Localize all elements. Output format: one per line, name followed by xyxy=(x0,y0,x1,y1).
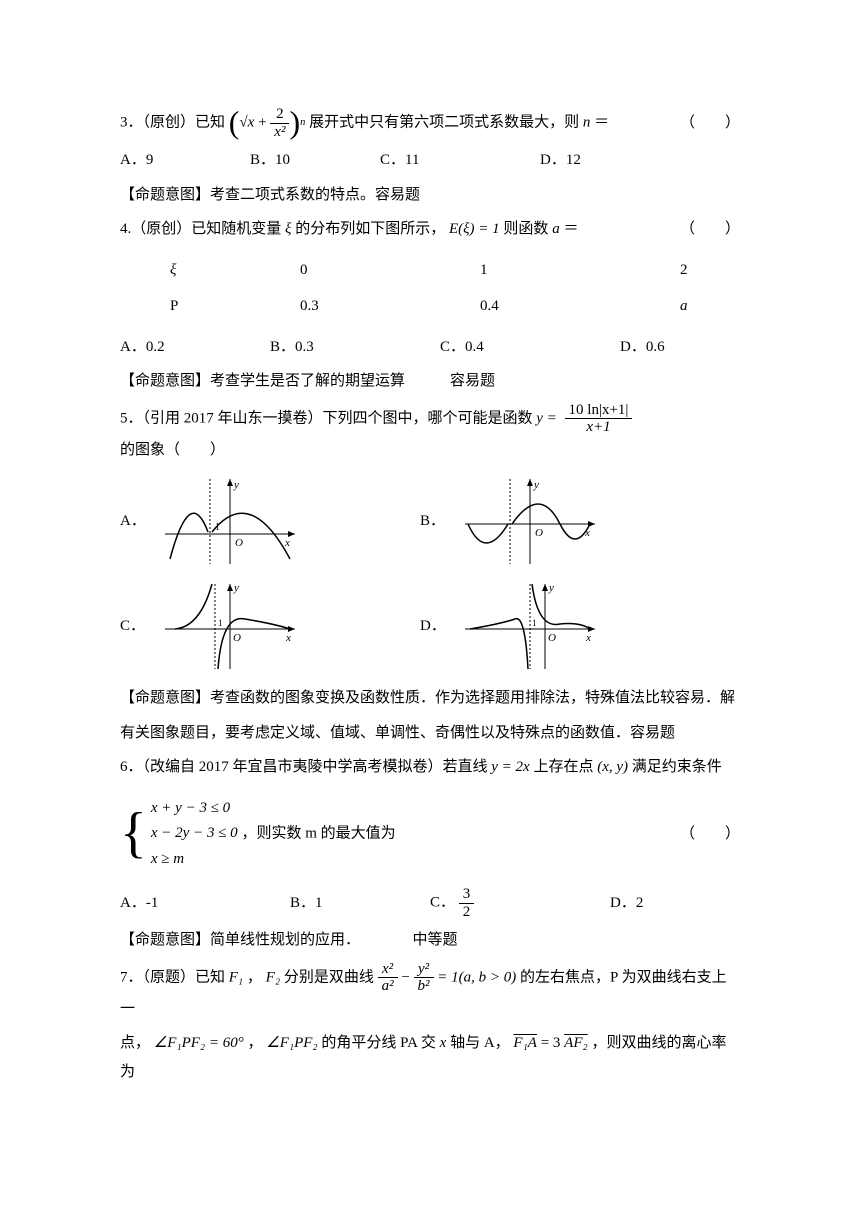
svg-text:y: y xyxy=(233,479,239,491)
svg-text:x: x xyxy=(585,632,591,644)
svg-text:y: y xyxy=(533,479,539,491)
dist-xi: ξ xyxy=(170,256,300,285)
q6-note: 【命题意图】简单线性规划的应用． 中等题 xyxy=(120,926,740,955)
q3-tail: 展开式中只有第六项二项式系数最大，则 xyxy=(309,114,579,130)
q5-note1: 【命题意图】考查函数的图象变换及函数性质．作为选择题用排除法，特殊值法比较容易．… xyxy=(120,684,740,713)
q7-stem-line1: 7．（原题）已知 F₁ ， F₂ 分别是双曲线 x² a² − y² b² = … xyxy=(120,961,740,1024)
svg-text:x: x xyxy=(285,632,291,644)
q5-label-a[interactable]: A． xyxy=(120,507,160,536)
q6-constraints: { x + y − 3 ≤ 0 x − 2y − 3 ≤ 0 x ≥ m xyxy=(120,796,238,873)
q4-option-c[interactable]: C．0.4 xyxy=(440,333,620,362)
q6-stem: 6．（改编自 2017 年宜昌市夷陵中学高考模拟卷）若直线 y = 2x 上存在… xyxy=(120,753,740,782)
q4-option-d[interactable]: D．0.6 xyxy=(620,333,665,362)
q5-note2: 有关图象题目，要考虑定义域、值域、单调性、奇偶性以及特殊点的函数值．容易题 xyxy=(120,719,740,748)
q3-option-c[interactable]: C．11 xyxy=(380,146,540,175)
q6-option-b[interactable]: B．1 xyxy=(290,889,430,918)
q6-option-a[interactable]: A．-1 xyxy=(120,889,290,918)
q4-option-b[interactable]: B．0.3 xyxy=(270,333,440,362)
dist-0: 0 xyxy=(300,256,480,285)
svg-text:1: 1 xyxy=(215,522,220,533)
q3-stem: 3．（原创）已知 ( √x + 2 x² ) n 展开式中只有第六项二项式系数最… xyxy=(120,106,740,140)
q5-graph-b: O x y xyxy=(460,474,600,569)
q6-constraint-line: { x + y − 3 ≤ 0 x − 2y − 3 ≤ 0 x ≥ m ，则实… xyxy=(120,788,740,881)
q5-graph-d: O x y 1 xyxy=(460,579,600,674)
q4-option-a[interactable]: A．0.2 xyxy=(120,333,270,362)
q6-option-c[interactable]: C． 3 2 xyxy=(430,886,610,920)
q4-options: A．0.2 B．0.3 C．0.4 D．0.6 xyxy=(120,333,740,362)
q6-answer-blank[interactable]: （ ） xyxy=(680,820,740,849)
q5-graph-c: O x y 1 xyxy=(160,579,300,674)
svg-text:O: O xyxy=(233,632,241,644)
exam-page: 3．（原创）已知 ( √x + 2 x² ) n 展开式中只有第六项二项式系数最… xyxy=(0,0,860,1132)
svg-text:1: 1 xyxy=(218,618,223,628)
dist-2: 2 xyxy=(680,256,740,285)
svg-text:1: 1 xyxy=(532,618,537,628)
q6-option-d[interactable]: D．2 xyxy=(610,889,643,918)
svg-text:x: x xyxy=(584,527,590,539)
svg-text:O: O xyxy=(548,632,556,644)
q5-label-c[interactable]: C． xyxy=(120,612,160,641)
q5-graph-row-1: A． O x y 1 B． xyxy=(120,474,740,569)
dist-pa: a xyxy=(680,292,740,321)
dist-1: 1 xyxy=(480,256,680,285)
q4-note: 【命题意图】考查学生是否了解的期望运算 容易题 xyxy=(120,367,740,396)
q4-stem: 4.（原创）已知随机变量 ξ 的分布列如下图所示， E(ξ) = 1 则函数 a… xyxy=(120,215,740,244)
q3-option-d[interactable]: D．12 xyxy=(540,146,670,175)
svg-text:O: O xyxy=(235,537,243,549)
dist-p1: 0.4 xyxy=(480,292,680,321)
q3-option-a[interactable]: A．9 xyxy=(120,146,250,175)
svg-text:y: y xyxy=(548,582,554,594)
q6-options: A．-1 B．1 C． 3 2 D．2 xyxy=(120,886,740,920)
q3-expression: ( √x + 2 x² ) n xyxy=(229,106,306,140)
q4-answer-blank[interactable]: （ ） xyxy=(680,215,740,244)
q3-answer-blank[interactable]: （ ） xyxy=(680,109,740,138)
q3-option-b[interactable]: B．10 xyxy=(250,146,380,175)
q5-stem: 5．（引用 2017 年山东一摸卷）下列四个图中，哪个可能是函数 y = 10 … xyxy=(120,402,740,465)
q3-prefix: 3．（原创）已知 xyxy=(120,114,225,130)
q5-label-d[interactable]: D． xyxy=(420,612,460,641)
q3-note: 【命题意图】考查二项式系数的特点。容易题 xyxy=(120,181,740,210)
q4-distribution-table: ξ 0 1 2 P 0.3 0.4 a xyxy=(170,252,740,325)
q5-graph-a: O x y 1 xyxy=(160,474,300,569)
svg-text:x: x xyxy=(284,537,290,549)
q5-label-b[interactable]: B． xyxy=(420,507,460,536)
q3-options: A．9 B．10 C．11 D．12 xyxy=(120,146,740,175)
svg-text:y: y xyxy=(233,582,239,594)
dist-p0: 0.3 xyxy=(300,292,480,321)
svg-text:O: O xyxy=(535,527,543,539)
dist-p: P xyxy=(170,292,300,321)
q7-stem-line2: 点， ∠F₁PF₂ = 60° ， ∠F₁PF₂ 的角平分线 PA 交 x 轴与… xyxy=(120,1029,740,1086)
q5-graph-row-2: C． O x y 1 D． xyxy=(120,579,740,674)
